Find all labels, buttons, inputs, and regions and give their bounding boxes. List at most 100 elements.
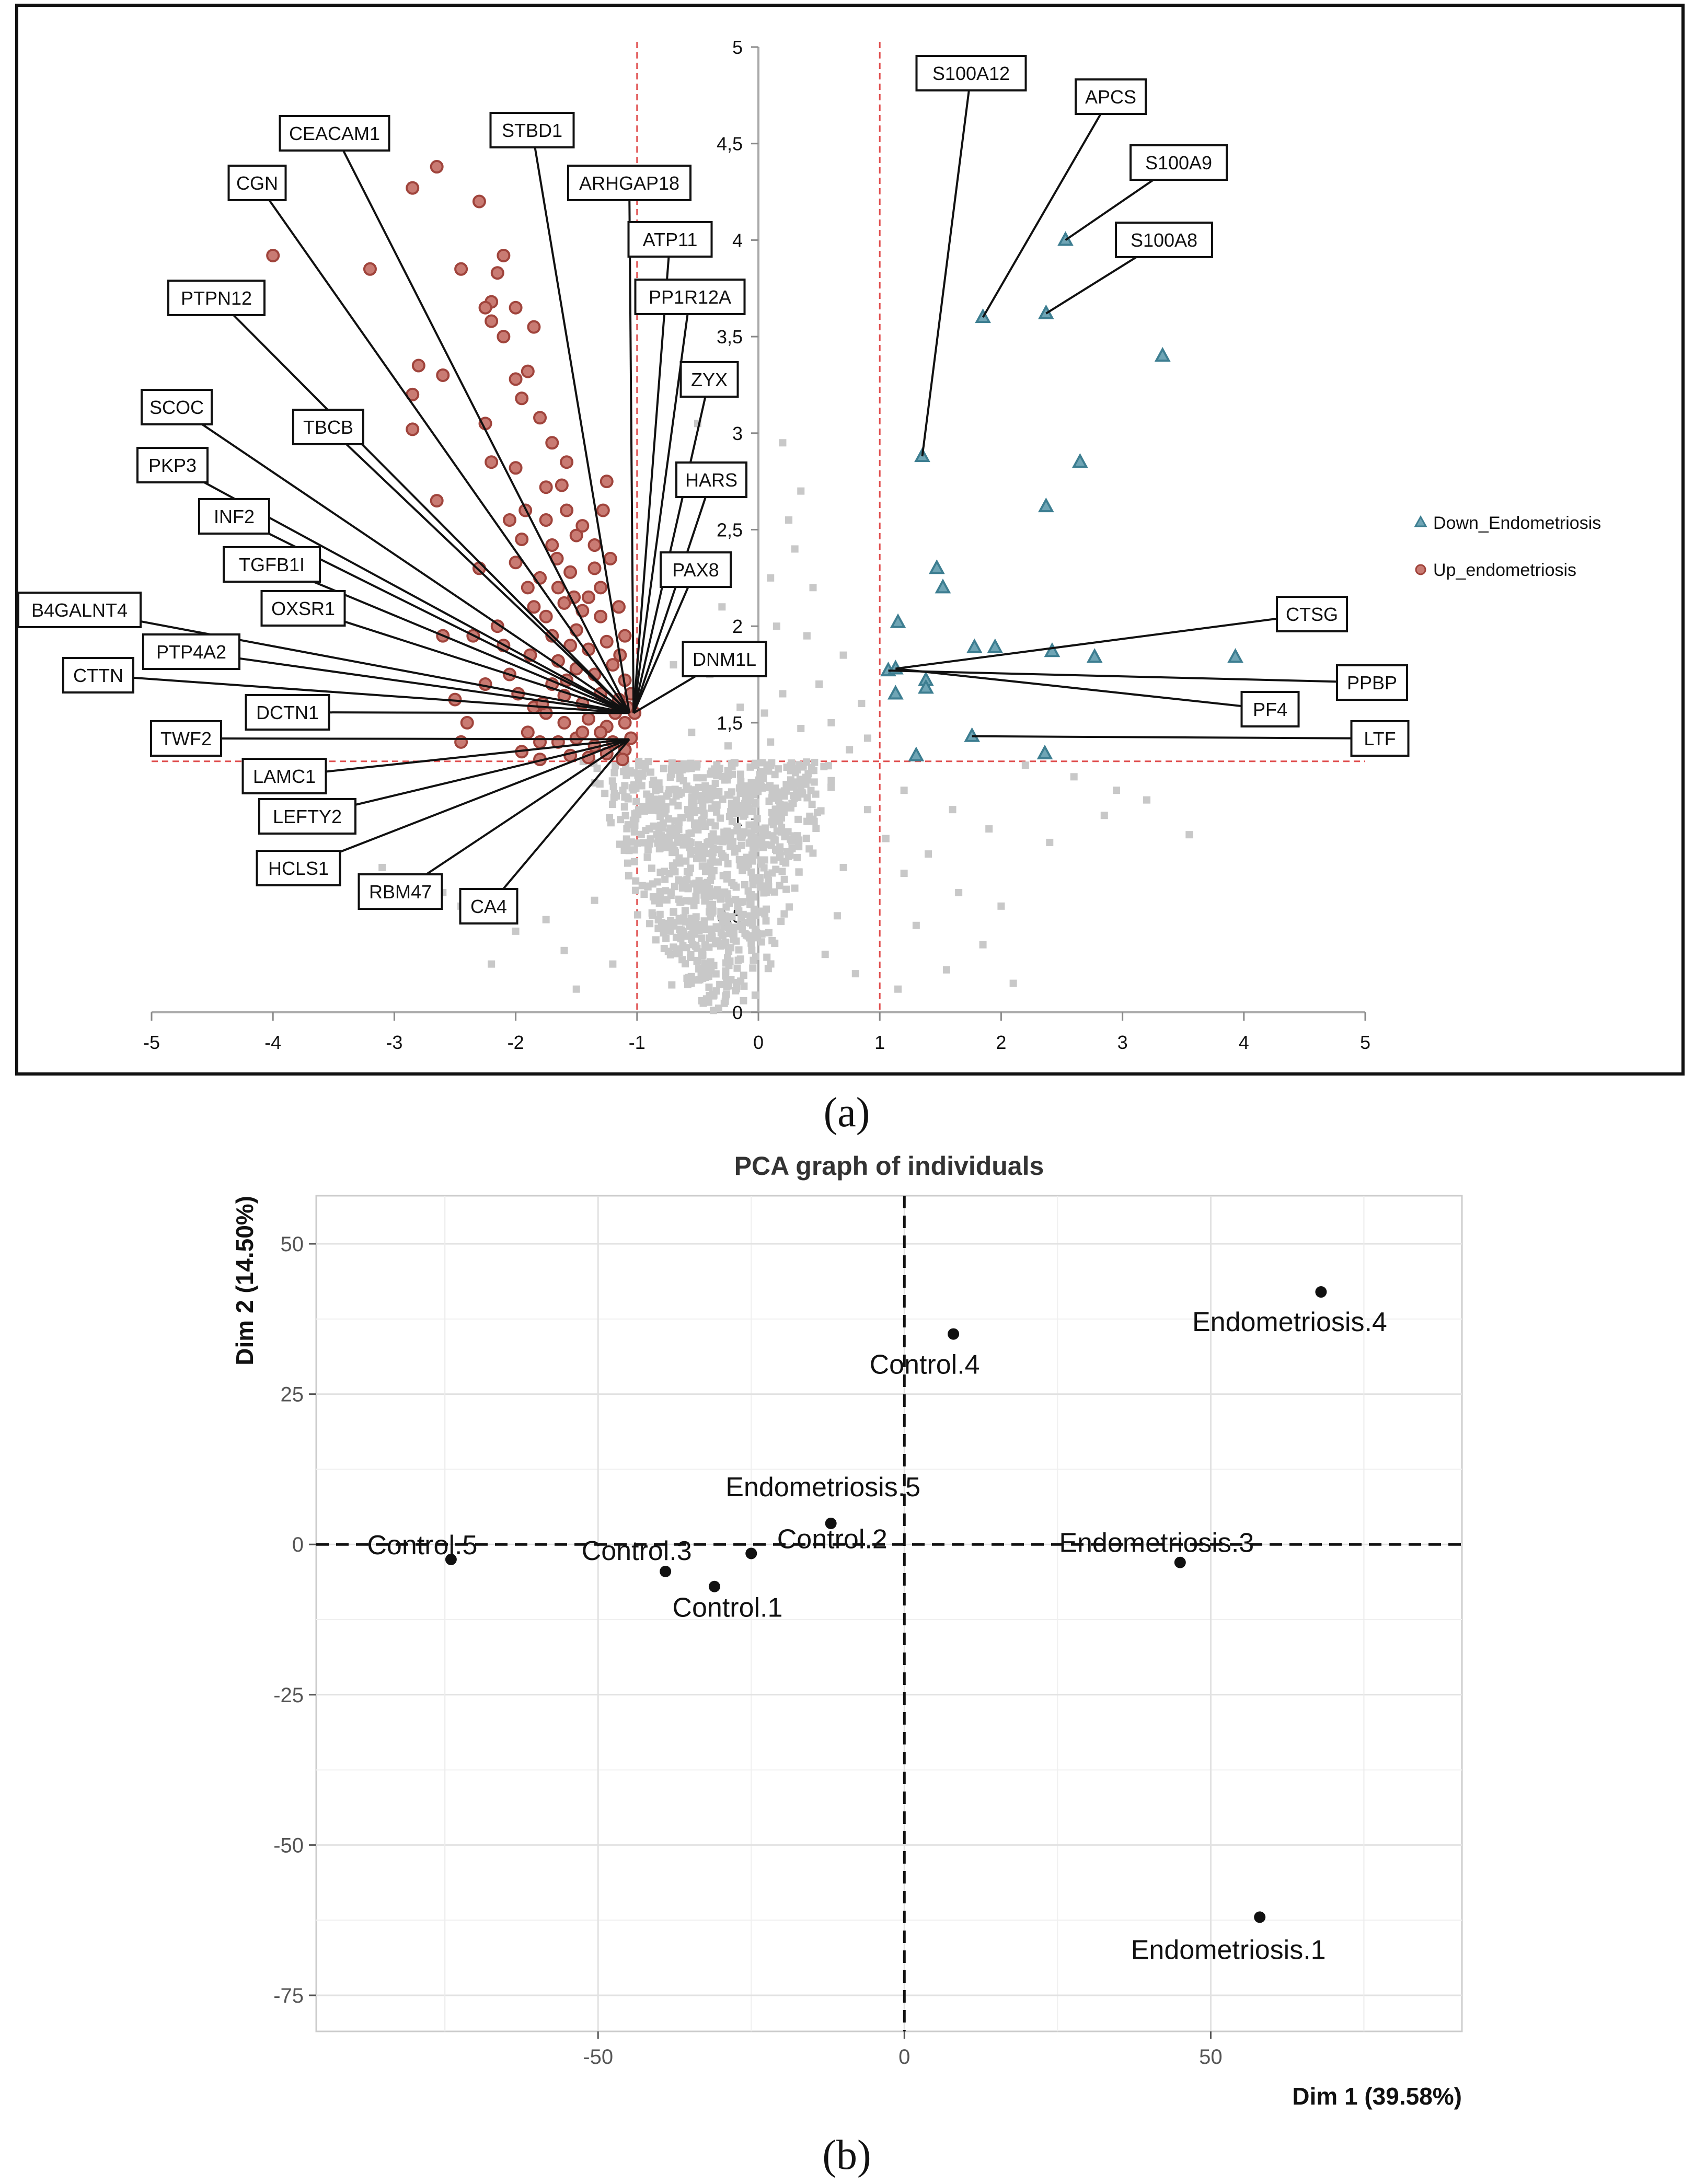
- up-regulated-point: [551, 581, 565, 595]
- nonsignificant-point: [767, 574, 775, 582]
- nonsignificant-point: [1009, 979, 1017, 987]
- label-leader-line: [921, 73, 972, 457]
- gene-label-down-box: [915, 55, 1027, 91]
- nonsignificant-point: [749, 874, 757, 882]
- nonsignificant-point: [1112, 787, 1120, 794]
- nonsignificant-point: [685, 974, 693, 981]
- gene-label-up: CEACAM1: [289, 123, 380, 144]
- gene-label-up-box: [279, 115, 390, 152]
- pca-point-label: Endometriosis.4: [1192, 1307, 1387, 1337]
- nonsignificant-point: [793, 853, 801, 861]
- up-regulated-point: [406, 422, 420, 436]
- nonsignificant-point: [765, 876, 773, 884]
- nonsignificant-point: [651, 897, 659, 905]
- label-leader-line: [271, 563, 630, 714]
- gene-label-up-box: [258, 798, 356, 835]
- nonsignificant-point: [724, 742, 732, 750]
- nonsignificant-point: [667, 888, 675, 896]
- nonsignificant-point: [1143, 796, 1151, 804]
- up-regulated-point: [406, 181, 420, 195]
- gene-label-up: LAMC1: [253, 766, 316, 787]
- pca-point: [1254, 1911, 1266, 1923]
- nonsignificant-point: [791, 545, 799, 553]
- nonsignificant-point: [839, 863, 847, 871]
- nonsignificant-point: [625, 872, 632, 880]
- nonsignificant-point: [630, 769, 638, 777]
- nonsignificant-point: [711, 822, 719, 830]
- up-regulated-point: [555, 478, 569, 492]
- gene-label-up-box: [17, 592, 142, 628]
- nonsignificant-point: [735, 946, 743, 954]
- nonsignificant-point: [649, 781, 656, 789]
- nonsignificant-point: [779, 690, 787, 698]
- nonsignificant-point: [648, 864, 655, 872]
- nonsignificant-point: [669, 761, 677, 769]
- nonsignificant-point: [706, 887, 714, 895]
- label-leader-line: [632, 239, 671, 713]
- nonsignificant-point: [713, 772, 721, 780]
- nonsignificant-point: [708, 933, 716, 941]
- gene-label-up: CGN: [236, 172, 278, 194]
- label-leader-line: [632, 569, 697, 714]
- nonsignificant-point: [771, 846, 779, 853]
- nonsignificant-point: [675, 826, 683, 834]
- nonsignificant-point: [740, 997, 747, 1004]
- nonsignificant-point: [736, 921, 744, 929]
- nonsignificant-point: [725, 899, 733, 907]
- y-axis-label: Dim 2 (14.50%): [231, 1196, 258, 1366]
- nonsignificant-point: [677, 898, 685, 906]
- y-tick-label: 5: [732, 37, 743, 58]
- gene-label-down-box: [1336, 664, 1408, 701]
- nonsignificant-point: [807, 787, 815, 794]
- nonsignificant-point: [670, 908, 677, 916]
- nonsignificant-point: [624, 859, 631, 867]
- gene-label-up: TGFB1I: [239, 554, 305, 575]
- pca-point-label: Control.3: [582, 1536, 692, 1566]
- down-regulated-point: [1154, 346, 1171, 362]
- gene-label-up-box: [679, 361, 739, 398]
- nonsignificant-point: [782, 787, 790, 795]
- nonsignificant-point: [846, 746, 854, 754]
- up-regulated-point: [454, 262, 468, 276]
- down-regulated-point: [987, 638, 1004, 653]
- gene-label-down: APCS: [1085, 86, 1136, 108]
- nonsignificant-point: [705, 943, 713, 951]
- nonsignificant-point: [722, 967, 730, 975]
- up-regulated-point: [569, 528, 583, 542]
- nonsignificant-point: [610, 769, 618, 777]
- nonsignificant-point: [782, 885, 790, 893]
- nonsignificant-point: [612, 762, 619, 770]
- nonsignificant-point: [778, 824, 786, 831]
- nonsignificant-point: [795, 843, 803, 851]
- nonsignificant-point: [709, 845, 717, 852]
- x-tick-label: 1: [874, 1032, 885, 1053]
- nonsignificant-point: [809, 584, 817, 592]
- nonsignificant-point: [644, 846, 652, 853]
- label-leader-line: [888, 669, 1373, 684]
- nonsignificant-point: [731, 848, 739, 856]
- nonsignificant-point: [789, 783, 797, 791]
- nonsignificant-point: [715, 1004, 722, 1012]
- nonsignificant-point: [705, 983, 713, 991]
- gene-label-up: B4GALNT4: [31, 599, 128, 621]
- pca-point: [445, 1553, 457, 1565]
- nonsignificant-point: [692, 896, 700, 904]
- label-leader-line: [215, 297, 630, 714]
- nonsignificant-point: [760, 828, 768, 836]
- nonsignificant-point: [715, 788, 723, 795]
- nonsignificant-point: [644, 882, 652, 890]
- up-regulated-point: [539, 513, 553, 527]
- gene-label-up: PP1R12A: [649, 286, 731, 308]
- up-regulated-point: [596, 503, 610, 517]
- nonsignificant-point: [749, 964, 757, 972]
- nonsignificant-point: [686, 814, 694, 822]
- nonsignificant-point: [727, 944, 735, 952]
- nonsignificant-point: [693, 819, 700, 827]
- nonsignificant-point: [863, 806, 871, 814]
- label-leader-line: [327, 426, 630, 714]
- nonsignificant-point: [663, 896, 671, 904]
- nonsignificant-point: [512, 927, 520, 935]
- nonsignificant-point: [780, 875, 788, 883]
- gene-label-up-box: [150, 720, 222, 757]
- nonsignificant-point: [652, 936, 660, 944]
